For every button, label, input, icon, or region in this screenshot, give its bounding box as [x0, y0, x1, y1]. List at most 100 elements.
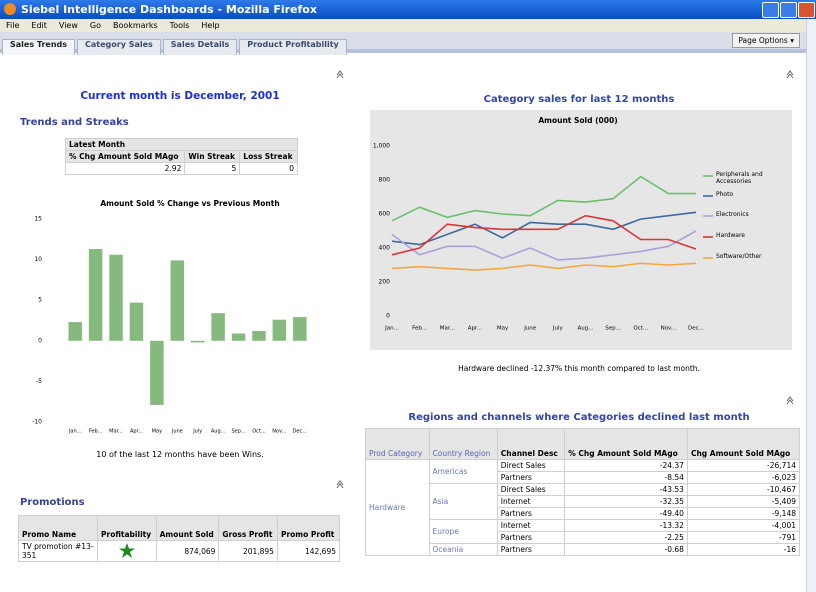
menu-item[interactable]: Help: [201, 21, 220, 30]
cell: -5,409: [686, 495, 801, 508]
legend-label: Photo: [716, 191, 734, 198]
y-tick-label: 200: [379, 279, 391, 286]
collapse-icon[interactable]: [336, 70, 344, 79]
chart-heading: Category sales for last 12 months: [483, 94, 675, 105]
minimize-button[interactable]: [762, 2, 779, 18]
column-header: Prod Category: [365, 428, 430, 460]
y-tick-label: 600: [379, 211, 391, 218]
chart-title: Amount Sold (000): [538, 116, 617, 125]
cell: -4,001: [686, 519, 801, 532]
bar: [68, 322, 82, 341]
y-tick-label: 5: [38, 297, 42, 304]
cell: -791: [686, 531, 801, 544]
column-header: Promo Profit: [276, 515, 341, 541]
menu-item[interactable]: View: [58, 21, 78, 30]
cell: -6,023: [686, 471, 801, 484]
menu-item[interactable]: File: [6, 21, 20, 30]
x-tick-label: Oct...: [252, 429, 266, 435]
y-tick-label: 0: [38, 337, 42, 344]
x-tick-label: Sep...: [605, 326, 621, 332]
bar: [109, 254, 123, 341]
menu-item[interactable]: Tools: [169, 21, 190, 30]
bar: [88, 249, 103, 341]
cell: -43.53: [564, 483, 688, 496]
bar: [129, 302, 144, 341]
legend-label: Hardware: [716, 232, 745, 239]
column-header: Channel Desc: [496, 428, 566, 460]
streak-table: Latest Month% Chg Amount Sold MAgo Win St…: [64, 138, 298, 175]
x-tick-label: May: [152, 429, 162, 435]
column-header: Win Streak: [184, 150, 241, 163]
table-row: Latest Month: [65, 138, 298, 151]
close-button[interactable]: [798, 2, 815, 18]
x-tick-label: Feb...: [412, 326, 427, 332]
menu-item[interactable]: Bookmarks: [112, 21, 158, 30]
x-tick-label: Mar...: [109, 429, 123, 435]
x-tick-label: May: [497, 326, 509, 332]
bar: [170, 260, 185, 341]
bar: [231, 333, 246, 341]
cell: 201,895: [218, 540, 278, 562]
cell: Direct Sales: [496, 483, 566, 496]
legend-label: Electronics: [716, 211, 749, 218]
cell: -0.68: [564, 543, 688, 556]
scrollbar[interactable]: [806, 19, 816, 592]
table-row: % Chg Amount Sold MAgo Win Streak Loss Str…: [64, 150, 298, 163]
table-row: Hardware Americas Direct Sales -24.37 -26,71…: [365, 459, 801, 556]
cell: -13.32: [564, 519, 688, 532]
caption: Hardware declined -12.37% this month com…: [458, 364, 700, 373]
x-tick-label: June: [171, 429, 183, 435]
collapse-icon[interactable]: [786, 70, 794, 79]
chart-title: Amount Sold % Change vs Previous Month: [100, 199, 279, 208]
x-tick-label: Mar...: [440, 326, 455, 332]
menu-item[interactable]: Edit: [31, 21, 47, 30]
window-title: Siebel Intelligence Dashboards - Mozilla…: [21, 3, 317, 16]
tab[interactable]: Product Profitability: [239, 39, 347, 55]
cell: Internet: [496, 495, 566, 508]
bar: [211, 313, 225, 341]
tab[interactable]: Category Sales: [77, 39, 161, 55]
cell: -24.37: [564, 459, 688, 472]
series-line: [391, 230, 697, 261]
cell: 0: [239, 162, 298, 175]
cell: Direct Sales: [496, 459, 566, 472]
caption: 10 of the last 12 months have been Wins.: [96, 450, 264, 459]
chart-background: [370, 110, 792, 350]
cell: 142,695: [276, 540, 341, 562]
tab[interactable]: Sales Details: [162, 39, 238, 55]
bar: [293, 317, 307, 341]
y-tick-label: 15: [34, 216, 42, 223]
x-tick-label: Nov...: [661, 326, 677, 332]
y-tick-label: 800: [379, 177, 391, 184]
x-tick-label: June: [523, 326, 537, 332]
tab[interactable]: Sales Trends: [2, 39, 76, 55]
menu-bar: File Edit View Go Bookmarks Tools Help: [0, 19, 806, 32]
table-row: Asia Direct Sales -43.53 -10,467: [366, 483, 801, 520]
y-tick-label: -5: [36, 378, 42, 385]
series-line: [391, 262, 697, 271]
title-bar: Siebel Intelligence Dashboards - Mozilla…: [0, 0, 816, 19]
cell: Partners: [496, 471, 566, 484]
cell: Hardware: [365, 459, 430, 556]
page-options-button[interactable]: Page Options ▾: [732, 33, 800, 48]
collapse-icon[interactable]: [786, 396, 794, 405]
bar: [190, 340, 205, 343]
collapse-icon[interactable]: [336, 480, 344, 489]
x-tick-label: Apr...: [468, 326, 483, 332]
x-tick-label: Sep...: [231, 429, 246, 435]
maximize-button[interactable]: [780, 2, 797, 18]
table-row: 2.92 5 0: [64, 162, 298, 175]
table-row: Prod Category Country Region Channel Desc%…: [365, 428, 801, 460]
cell: -8.54: [564, 471, 688, 484]
x-tick-label: Oct...: [633, 326, 648, 332]
cell: -26,714: [686, 459, 801, 472]
y-tick-label: -10: [32, 419, 42, 426]
bar: [272, 319, 287, 341]
menu-item[interactable]: Go: [89, 21, 101, 30]
cell: -16: [686, 543, 801, 556]
promotions-table: Promo Name Profitability Amount Sold Gross …: [18, 515, 341, 562]
column-header: Promo Name: [18, 515, 98, 541]
legend-label: Software/Other: [716, 253, 762, 260]
